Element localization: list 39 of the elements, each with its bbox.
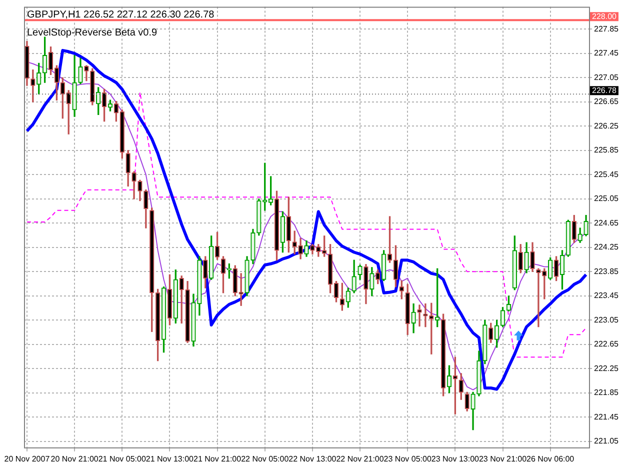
y-tick-label: 223.45 <box>594 291 620 300</box>
x-tick-label: 26 Nov 06:00 <box>526 454 575 464</box>
y-tick-label: 226.25 <box>594 121 620 130</box>
x-tick-label: 23 Nov 05:00 <box>384 454 432 464</box>
x-tick-label: 23 Nov 21:00 <box>478 454 528 464</box>
y-tick-label: 227.05 <box>594 72 620 82</box>
x-tick-label: 21 Nov 05:00 <box>98 454 146 464</box>
x-tick-label: 20 Nov 21:00 <box>50 454 99 464</box>
y-tick-label: 223.85 <box>594 266 620 276</box>
y-tick-label: 225.45 <box>594 170 620 179</box>
candlestick <box>417 304 422 327</box>
ref-line-label: 226.78 <box>592 86 618 95</box>
y-tick-label: 223.05 <box>594 315 620 324</box>
chart-title: GBPJPY,H1 226.52 227.12 226.30 226.78 <box>27 10 215 21</box>
candlestick <box>423 303 428 328</box>
y-tick-label: 225.85 <box>594 146 620 155</box>
y-tick-label: 221.85 <box>594 388 620 398</box>
y-tick-label: 224.65 <box>594 218 620 228</box>
y-tick-label: 226.65 <box>594 97 620 106</box>
y-tick-label: 221.45 <box>594 412 620 422</box>
x-tick-label: 21 Nov 21:00 <box>193 454 242 464</box>
candlestick <box>30 70 36 102</box>
y-tick-label: 221.05 <box>594 436 620 446</box>
x-tick-label: 22 Nov 21:00 <box>336 454 384 464</box>
x-tick-label: 20 Nov 2007 <box>4 454 50 464</box>
ref-line-label: 228.00 <box>592 12 618 21</box>
text: LevelStop-Reverse Beta v0.9 <box>27 28 158 39</box>
line-series <box>26 92 587 358</box>
y-tick-label: 225.05 <box>594 194 620 204</box>
x-tick-label: 23 Nov 13:00 <box>431 454 480 464</box>
x-tick-label: 22 Nov 13:00 <box>288 454 337 464</box>
y-tick-label: 227.45 <box>594 48 620 58</box>
y-tick-label: 222.65 <box>594 340 620 349</box>
y-tick-label: 222.25 <box>594 364 620 373</box>
y-tick-label: 224.25 <box>594 242 620 252</box>
y-tick-label: 227.85 <box>594 24 620 34</box>
x-tick-label: 21 Nov 13:00 <box>146 454 194 464</box>
x-tick-label: 22 Nov 05:00 <box>241 454 290 464</box>
candlestick <box>536 268 541 328</box>
